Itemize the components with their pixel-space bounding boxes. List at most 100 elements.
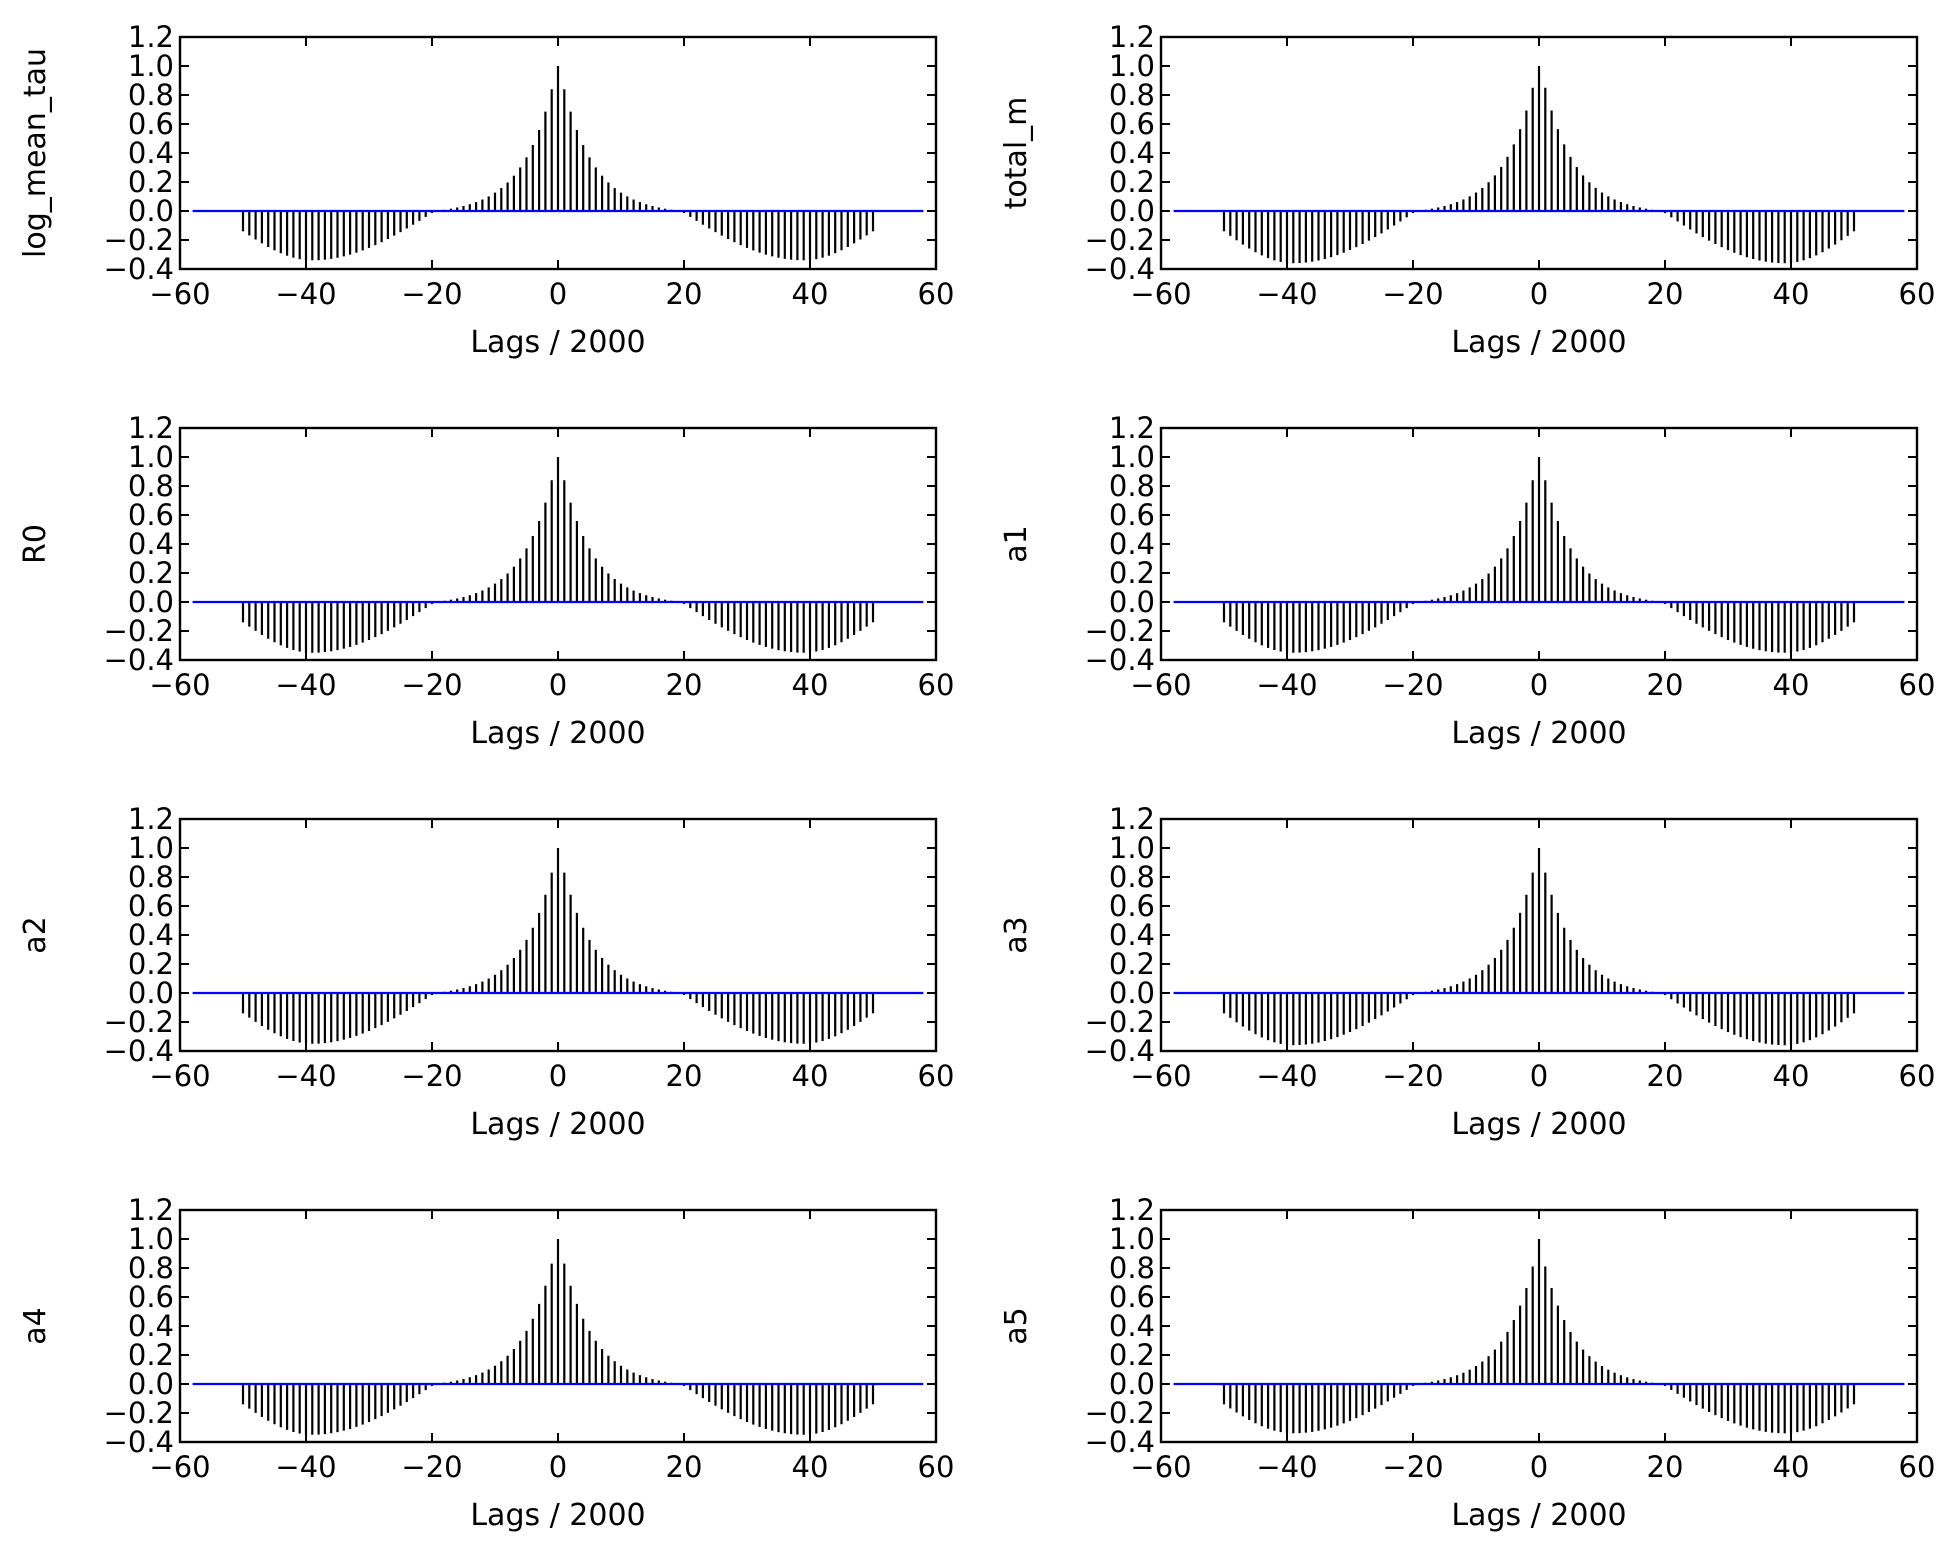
y-tick-label: 0.4: [1109, 527, 1155, 561]
stem-series: [1222, 1239, 1856, 1434]
y-tick-label: 0.2: [1109, 947, 1155, 981]
y-tick-label: 0.4: [1109, 1309, 1155, 1343]
x-tick-label: 20: [666, 277, 703, 311]
subplot-log_mean_tau: −60 −40 −20 0 20 40 60−0.4−0.20.00.20.40.60.81…: [18, 20, 954, 360]
y-axis-label: total_m: [999, 97, 1034, 210]
y-tick-label: 0.2: [128, 1338, 174, 1372]
x-tick-label: 0: [549, 1059, 567, 1093]
x-axis-label: Lags / 2000: [1451, 1498, 1626, 1533]
y-tick-label: 0.8: [1109, 78, 1155, 112]
y-tick-label: 1.2: [1109, 411, 1155, 445]
y-ticks: −0.4−0.20.00.20.40.60.81.01.2: [104, 411, 936, 677]
subplot-a1: −60 −40 −20 0 20 40 60−0.4−0.20.00.20.40.60.81…: [999, 411, 1935, 751]
y-tick-label: 0.6: [1109, 498, 1155, 532]
y-tick-label: 1.0: [128, 831, 174, 865]
x-tick-label: −20: [401, 1450, 462, 1484]
stem-series: [241, 66, 875, 261]
stem-series: [1222, 848, 1856, 1046]
subplot-total_m: −60 −40 −20 0 20 40 60−0.4−0.20.00.20.40.60.81…: [999, 20, 1935, 360]
y-axis-label: log_mean_tau: [18, 48, 53, 258]
x-tick-label: −20: [401, 1059, 462, 1093]
y-tick-label: −0.4: [1085, 252, 1155, 286]
y-tick-label: 0.0: [1109, 976, 1155, 1010]
x-axis-label: Lags / 2000: [1451, 716, 1626, 751]
x-ticks: −60 −40 −20 0 20 40 60: [1130, 819, 1935, 1093]
x-tick-label: −60: [149, 668, 210, 702]
y-ticks: −0.4−0.20.00.20.40.60.81.01.2: [104, 1193, 936, 1459]
y-tick-label: 1.0: [1109, 49, 1155, 83]
y-tick-label: 1.2: [1109, 20, 1155, 54]
x-tick-label: 40: [1773, 1059, 1810, 1093]
x-tick-label: 40: [792, 1059, 829, 1093]
y-tick-label: −0.4: [1085, 1425, 1155, 1459]
y-tick-label: 0.4: [1109, 918, 1155, 952]
y-ticks: −0.4−0.20.00.20.40.60.81.01.2: [1085, 802, 1917, 1068]
y-axis-label: R0: [18, 524, 53, 564]
y-tick-label: −0.4: [104, 643, 174, 677]
subplot-a5: −60 −40 −20 0 20 40 60−0.4−0.20.00.20.40.60.81…: [999, 1193, 1935, 1533]
y-tick-label: 1.0: [1109, 1222, 1155, 1256]
x-axis-label: Lags / 2000: [470, 1107, 645, 1142]
x-axis-label: Lags / 2000: [1451, 325, 1626, 360]
x-tick-label: −40: [1256, 277, 1317, 311]
y-tick-label: 0.6: [128, 1280, 174, 1314]
y-tick-label: 0.0: [128, 194, 174, 228]
x-ticks: −60 −40 −20 0 20 40 60: [149, 428, 954, 702]
x-tick-label: 60: [918, 277, 955, 311]
y-ticks: −0.4−0.20.00.20.40.60.81.01.2: [104, 20, 936, 286]
x-tick-label: 40: [1773, 668, 1810, 702]
x-ticks: −60 −40 −20 0 20 40 60: [149, 819, 954, 1093]
x-tick-label: 40: [792, 277, 829, 311]
y-tick-label: −0.4: [1085, 643, 1155, 677]
y-tick-label: 1.2: [128, 1193, 174, 1227]
y-tick-label: −0.2: [1085, 223, 1155, 257]
y-tick-label: −0.2: [1085, 1396, 1155, 1430]
y-tick-label: 0.2: [1109, 1338, 1155, 1372]
x-tick-label: 0: [549, 1450, 567, 1484]
x-tick-label: 0: [1530, 1450, 1548, 1484]
y-axis-label: a4: [18, 1307, 53, 1344]
x-tick-label: −60: [1130, 277, 1191, 311]
stem-series: [241, 1239, 875, 1435]
y-tick-label: 0.2: [1109, 556, 1155, 590]
x-tick-label: 60: [1899, 1059, 1936, 1093]
x-tick-label: −40: [1256, 668, 1317, 702]
x-tick-label: −20: [401, 668, 462, 702]
x-tick-label: 20: [1647, 277, 1684, 311]
y-tick-label: −0.2: [1085, 614, 1155, 648]
y-tick-label: 1.0: [128, 440, 174, 474]
x-tick-label: −20: [1382, 1059, 1443, 1093]
x-tick-label: 20: [666, 1059, 703, 1093]
x-tick-label: 0: [549, 277, 567, 311]
x-tick-label: −60: [1130, 1059, 1191, 1093]
x-tick-label: 20: [666, 1450, 703, 1484]
y-tick-label: −0.2: [1085, 1005, 1155, 1039]
x-tick-label: 60: [1899, 277, 1936, 311]
y-tick-label: −0.4: [104, 1034, 174, 1068]
y-tick-label: 0.6: [128, 498, 174, 532]
y-tick-label: −0.2: [104, 614, 174, 648]
y-tick-label: −0.2: [104, 1005, 174, 1039]
subplot-a3: −60 −40 −20 0 20 40 60−0.4−0.20.00.20.40.60.81…: [999, 802, 1935, 1142]
subplot-R0: −60 −40 −20 0 20 40 60−0.4−0.20.00.20.40.60.81…: [18, 411, 954, 751]
x-tick-label: 40: [1773, 1450, 1810, 1484]
y-tick-label: 1.2: [1109, 802, 1155, 836]
x-tick-label: −60: [1130, 1450, 1191, 1484]
y-tick-label: 0.0: [128, 976, 174, 1010]
y-tick-label: 0.4: [1109, 136, 1155, 170]
y-tick-label: 0.8: [1109, 860, 1155, 894]
stem-series: [241, 457, 875, 653]
y-tick-label: −0.2: [104, 223, 174, 257]
stem-series: [1222, 66, 1856, 264]
y-axis-label: a5: [999, 1307, 1034, 1344]
x-tick-label: 60: [918, 668, 955, 702]
subplot-a4: −60 −40 −20 0 20 40 60−0.4−0.20.00.20.40.60.81…: [18, 1193, 954, 1533]
x-axis-label: Lags / 2000: [470, 325, 645, 360]
y-tick-label: 1.2: [128, 802, 174, 836]
x-axis-label: Lags / 2000: [1451, 1107, 1626, 1142]
x-tick-label: −20: [1382, 668, 1443, 702]
y-tick-label: 1.2: [128, 411, 174, 445]
y-tick-label: 0.6: [1109, 1280, 1155, 1314]
x-tick-label: 0: [1530, 277, 1548, 311]
y-ticks: −0.4−0.20.00.20.40.60.81.01.2: [1085, 20, 1917, 286]
